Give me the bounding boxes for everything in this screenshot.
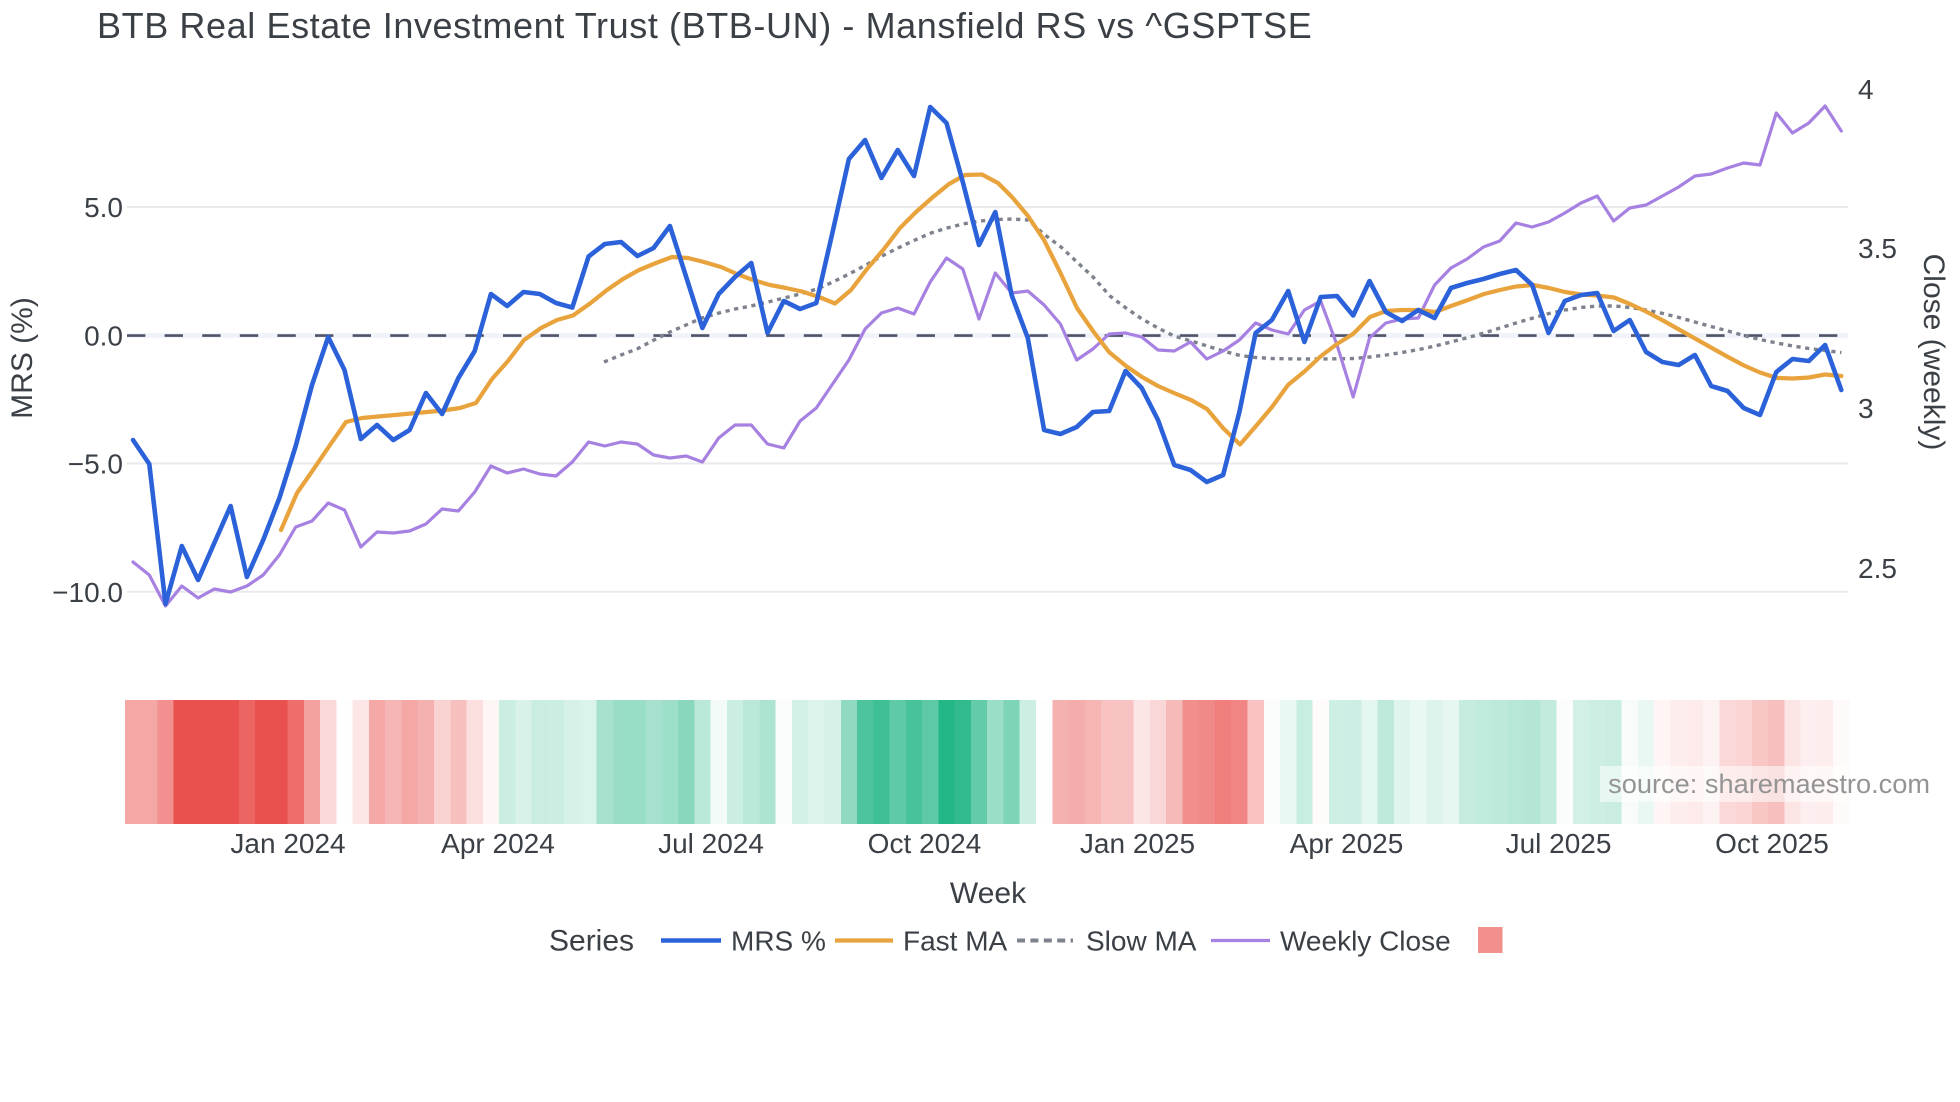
svg-text:Jul 2025: Jul 2025 (1506, 828, 1612, 859)
svg-text:4: 4 (1858, 74, 1874, 105)
svg-text:3.5: 3.5 (1858, 233, 1897, 264)
svg-text:Apr 2024: Apr 2024 (441, 828, 555, 859)
svg-text:2.5: 2.5 (1858, 553, 1897, 584)
svg-text:5.0: 5.0 (84, 192, 123, 223)
svg-text:Week: Week (950, 877, 1027, 910)
svg-text:Apr 2025: Apr 2025 (1290, 828, 1404, 859)
svg-text:Jan 2025: Jan 2025 (1080, 828, 1195, 859)
svg-text:source: sharemaestro.com: source: sharemaestro.com (1608, 768, 1930, 799)
svg-text:Jan 2024: Jan 2024 (230, 828, 345, 859)
svg-text:Series: Series (549, 925, 634, 958)
svg-text:Slow MA: Slow MA (1086, 926, 1197, 957)
svg-text:0.0: 0.0 (84, 321, 123, 352)
svg-text:Oct 2024: Oct 2024 (868, 828, 982, 859)
svg-text:−10.0: −10.0 (52, 577, 123, 608)
svg-text:−5.0: −5.0 (68, 449, 123, 480)
svg-text:MRS (%): MRS (%) (6, 297, 39, 419)
svg-text:BTB Real Estate Investment Tru: BTB Real Estate Investment Trust (BTB-UN… (97, 5, 1312, 46)
svg-text:Fast MA: Fast MA (903, 926, 1008, 957)
svg-text:3: 3 (1858, 393, 1874, 424)
svg-text:MRS %: MRS % (731, 926, 826, 957)
svg-text:Weekly Close: Weekly Close (1280, 926, 1451, 957)
svg-text:Oct 2025: Oct 2025 (1715, 828, 1829, 859)
svg-text:Close (weekly): Close (weekly) (1917, 254, 1950, 451)
svg-text:Jul 2024: Jul 2024 (658, 828, 764, 859)
